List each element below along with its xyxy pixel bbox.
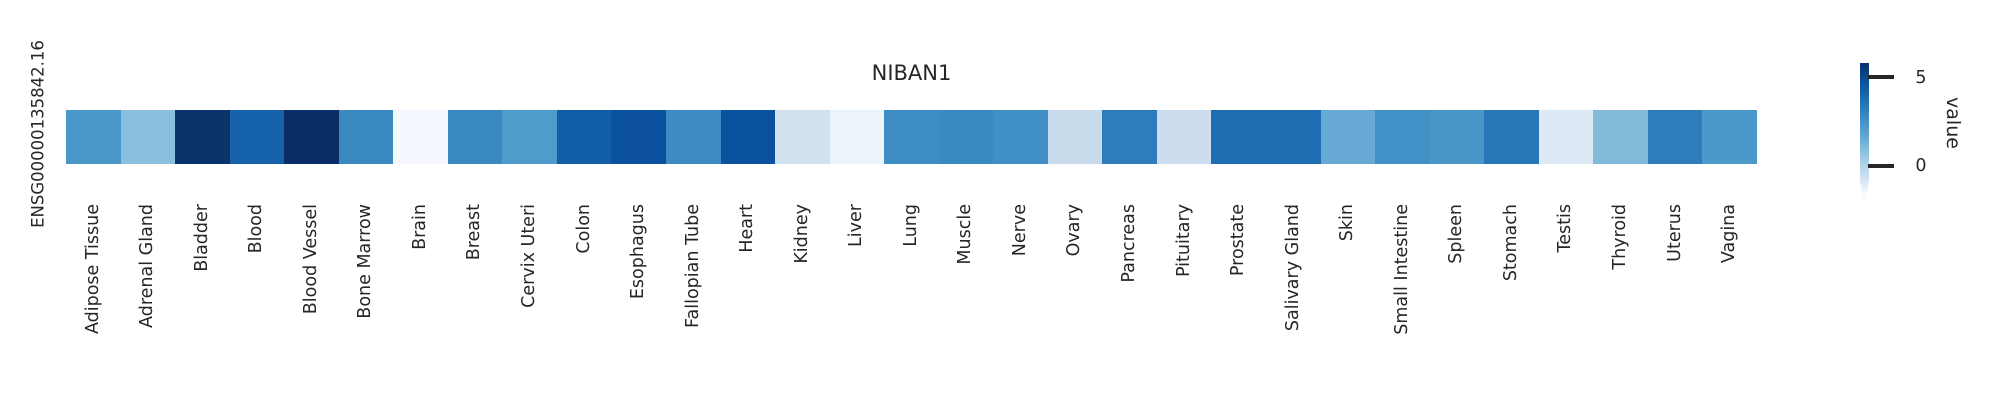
x-tick-label-esophagus: Esophagus — [628, 204, 649, 300]
heatmap-cell-lung — [884, 110, 939, 164]
x-tick-label-skin: Skin — [1337, 204, 1358, 242]
x-tick-label-lung: Lung — [900, 204, 921, 247]
chart-title: NIBAN1 — [871, 61, 952, 85]
heatmap-cell-fallopian-tube — [666, 110, 721, 164]
x-tick-label-liver: Liver — [846, 204, 867, 247]
x-tick-label-pancreas: Pancreas — [1119, 204, 1140, 283]
x-tick-label-muscle: Muscle — [955, 204, 976, 265]
x-tick-label-fallopian-tube: Fallopian Tube — [682, 204, 703, 328]
colorbar-axis-label: value — [1942, 97, 1964, 149]
heatmap-cell-adrenal-gland — [120, 110, 176, 164]
x-tick-label-pituitary: Pituitary — [1173, 204, 1194, 277]
heatmap-cell-bladder — [175, 110, 230, 164]
x-tick-label-ovary: Ovary — [1064, 204, 1085, 257]
colorbar-ticklabel-0: 0 — [1915, 156, 1927, 176]
colorbar-gradient — [1860, 63, 1869, 206]
x-tick-label-thyroid: Thyroid — [1609, 204, 1630, 270]
x-tick-label-blood: Blood — [246, 204, 267, 254]
heatmap-cell-skin — [1320, 110, 1376, 164]
heatmap-cell-spleen — [1429, 110, 1485, 164]
heatmap-cell-esophagus — [611, 110, 667, 164]
x-tick-label-testis: Testis — [1555, 204, 1576, 253]
heatmap-cell-testis — [1538, 110, 1594, 164]
x-tick-label-spleen: Spleen — [1446, 204, 1467, 264]
heatmap-cell-prostate — [1211, 110, 1267, 164]
colorbar-ticklabel-5: 5 — [1915, 68, 1927, 88]
x-tick-label-brain: Brain — [409, 204, 430, 250]
x-tick-labels: Adipose Tissue Adrenal Gland Bladder Blood B… — [66, 204, 1757, 404]
x-tick-label-colon: Colon — [573, 204, 594, 254]
heatmap-cell-pancreas — [1102, 110, 1157, 164]
x-tick-label-vagina: Vagina — [1719, 204, 1740, 264]
colorbar-tick-5 — [1868, 75, 1894, 79]
heatmap-cell-heart — [720, 110, 776, 164]
x-tick-label-adipose-tissue: Adipose Tissue — [82, 204, 103, 335]
y-axis-label: ENSG00000135842.16 — [28, 40, 48, 228]
heatmap-cell-uterus — [1647, 110, 1703, 164]
heatmap-cell-nerve — [993, 110, 1048, 164]
heatmap-cell-adipose-tissue — [66, 110, 121, 164]
heatmap-cell-kidney — [775, 110, 830, 164]
heatmap-cell-blood — [229, 110, 285, 164]
heatmap-cell-cervix-uteri — [502, 110, 557, 164]
x-tick-label-nerve: Nerve — [1009, 204, 1030, 257]
x-tick-label-heart: Heart — [737, 204, 758, 253]
heatmap-cell-small-intestine — [1375, 110, 1430, 164]
colorbar-tick-0 — [1868, 164, 1894, 168]
heatmap-cell-pituitary — [1156, 110, 1212, 164]
x-tick-label-breast: Breast — [464, 204, 485, 261]
heatmap-cell-breast — [447, 110, 503, 164]
heatmap-cell-bone-marrow — [338, 110, 394, 164]
heatmap-cell-muscle — [938, 110, 994, 164]
x-tick-label-salivary-gland: Salivary Gland — [1282, 204, 1303, 332]
heatmap-row — [66, 110, 1757, 164]
heatmap-cell-ovary — [1047, 110, 1103, 164]
x-tick-label-uterus: Uterus — [1664, 204, 1685, 262]
heatmap-cell-thyroid — [1593, 110, 1648, 164]
x-tick-label-bladder: Bladder — [191, 204, 212, 272]
heatmap-cell-blood-vessel — [284, 110, 339, 164]
x-tick-label-stomach: Stomach — [1500, 204, 1521, 282]
heatmap-cell-vagina — [1702, 110, 1757, 164]
heatmap-cell-brain — [393, 110, 448, 164]
x-tick-label-cervix-uteri: Cervix Uteri — [519, 204, 540, 308]
heatmap-cell-stomach — [1484, 110, 1539, 164]
heatmap-cell-colon — [556, 110, 612, 164]
heatmap-cell-salivary-gland — [1266, 110, 1321, 164]
x-tick-label-blood-vessel: Blood Vessel — [300, 204, 321, 315]
x-tick-label-bone-marrow: Bone Marrow — [355, 204, 376, 319]
x-tick-label-kidney: Kidney — [791, 204, 812, 264]
x-tick-label-adrenal-gland: Adrenal Gland — [137, 204, 158, 328]
x-tick-label-small-intestine: Small Intestine — [1391, 204, 1412, 335]
x-tick-label-prostate: Prostate — [1228, 204, 1249, 277]
heatmap-cell-liver — [829, 110, 885, 164]
